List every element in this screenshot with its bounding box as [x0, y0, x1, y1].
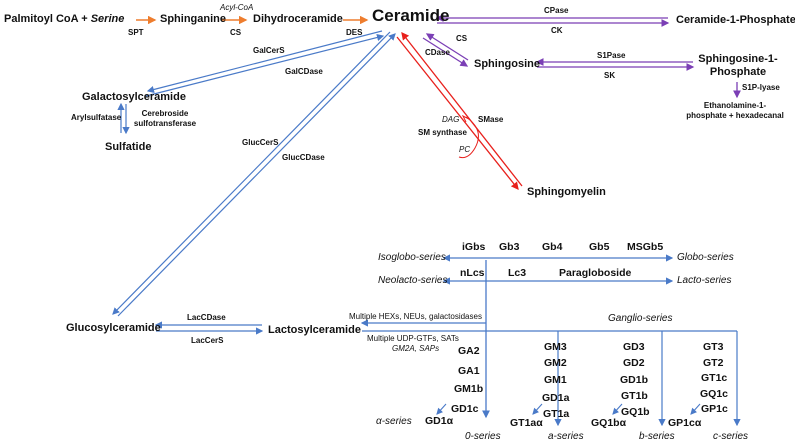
enzyme-sm-synthase: SM synthase: [418, 128, 467, 137]
sulfatide: Sulfatide: [105, 141, 152, 153]
b-series: b-series: [639, 431, 675, 442]
sphingomyelin: Sphingomyelin: [527, 186, 606, 198]
serine-label: Serine: [90, 13, 125, 25]
enzyme-smase: SMase: [478, 115, 504, 124]
enzyme-cdase: CDase: [425, 48, 450, 57]
enzyme-des: DES: [346, 28, 363, 37]
arrow-smsynthase: [396, 36, 519, 191]
arrow-glucers: [112, 31, 391, 315]
ga2: GA2: [458, 345, 480, 357]
enzyme-glucdase: GlucCDase: [282, 153, 325, 162]
msgb5: MSGb5: [627, 241, 664, 253]
gt1b: GT1b: [621, 390, 648, 402]
palmitoyl-coa-serine: Palmitoyl CoA + Serine: [4, 13, 124, 25]
gm1: GM1: [544, 374, 567, 386]
gd1b: GD1b: [620, 374, 649, 386]
enzyme-arylsulfatase: Arylsulfatase: [71, 113, 122, 122]
palmitoyl-label: Palmitoyl CoA +: [4, 13, 91, 25]
enzyme-s1pase: S1Pase: [597, 51, 626, 60]
enzyme-sk: SK: [604, 71, 616, 80]
gm3: GM3: [544, 341, 567, 353]
arrow-galcers: [146, 30, 383, 93]
ceramide-1-phosphate: Ceramide-1-Phosphate: [676, 14, 795, 26]
gd3: GD3: [623, 341, 645, 353]
gt2: GT2: [703, 357, 724, 369]
gt1a: GT1a: [543, 408, 570, 420]
gp1c: GP1c: [701, 403, 728, 415]
sphingosine: Sphingosine: [474, 58, 540, 70]
gm2a-saps: GM2A, SAPs: [392, 344, 440, 353]
arrow-smase: [401, 31, 523, 187]
enzyme-laccdase: LacCDase: [187, 313, 226, 322]
gp1calpha: GP1cα: [668, 417, 702, 429]
arrow-glucdase: [117, 33, 396, 317]
gq1c: GQ1c: [700, 388, 729, 400]
ga1: GA1: [458, 365, 480, 377]
isoglobo-series: Isoglobo-series: [378, 252, 446, 263]
ganglio-series: Ganglio-series: [608, 313, 673, 324]
dihydroceramide: Dihydroceramide: [253, 13, 343, 25]
glucosylceramide: Glucosylceramide: [66, 322, 161, 334]
arrow-gd1alpha: [436, 403, 447, 415]
lactosylceramide: Lactosylceramide: [268, 324, 361, 336]
nlcs: nLcs: [460, 267, 485, 279]
enzyme-ck: CK: [551, 26, 563, 35]
gd1a: GD1a: [542, 392, 570, 404]
gd1c: GD1c: [451, 403, 479, 415]
enzyme-udp-gtfs: Multiple UDP-GTFs, SATs: [367, 334, 459, 343]
gq1balpha: GQ1bα: [591, 417, 627, 429]
alpha-series: α-series: [376, 416, 412, 427]
sphinganine: Sphinganine: [160, 13, 226, 25]
paragloboside: Paragloboside: [559, 267, 632, 279]
dag: DAG: [442, 115, 460, 124]
a-series: a-series: [548, 431, 584, 442]
arrow-gq1balpha: [612, 403, 623, 415]
acyl-coa: Acyl-CoA: [220, 3, 254, 12]
gt1aalpha: GT1aα: [510, 417, 543, 429]
lc3: Lc3: [508, 267, 527, 279]
enzyme-laccers: LacCerS: [191, 336, 224, 345]
enzyme-cs2: CS: [456, 34, 468, 43]
gm2: GM2: [544, 357, 567, 369]
arrow-cdase: [422, 37, 469, 67]
enzyme-galcdase: GalCDase: [285, 67, 323, 76]
neolacto-series: Neolacto-series: [378, 275, 448, 286]
arrow-gp1calpha: [690, 403, 701, 415]
enzyme-cerebroside-sulfotransferase: Cerebroside sulfotransferase: [133, 109, 197, 128]
arrow-cs2: [425, 33, 469, 61]
gq1b: GQ1b: [621, 406, 650, 418]
igbs: iGbs: [462, 241, 486, 253]
gd2: GD2: [623, 357, 645, 369]
gd1alpha: GD1α: [425, 415, 454, 427]
gt3: GT3: [703, 341, 724, 353]
gb3: Gb3: [499, 241, 520, 253]
gm1b: GM1b: [454, 383, 484, 395]
pc: PC: [459, 145, 471, 154]
enzyme-cs1: CS: [230, 28, 242, 37]
enzyme-glucers: GlucCerS: [242, 138, 279, 147]
dag-pc-curve: [458, 116, 479, 159]
c-series: c-series: [713, 431, 749, 442]
arrow-gt1aalpha: [532, 403, 543, 415]
lacto-series: Lacto-series: [677, 275, 732, 286]
enzyme-s1p-lyase: S1P-lyase: [742, 83, 780, 92]
gb5: Gb5: [589, 241, 610, 253]
gb4: Gb4: [542, 241, 563, 253]
enzyme-hexs: Multiple HEXs, NEUs, galactosidases: [349, 312, 482, 321]
galactosylceramide: Galactosylceramide: [82, 91, 186, 103]
gt1c: GT1c: [701, 372, 728, 384]
enzyme-galcers: GalCerS: [253, 46, 285, 55]
arrow-galcdase: [145, 33, 385, 97]
globo-series: Globo-series: [677, 252, 734, 263]
enzyme-cpase: CPase: [544, 6, 569, 15]
ethanolamine-hexadecanal: Ethanolamine-1- phosphate + hexadecanal: [686, 101, 784, 120]
zero-series: 0-series: [465, 431, 501, 442]
ceramide: Ceramide: [372, 6, 450, 25]
enzyme-spt: SPT: [128, 28, 144, 37]
sphingosine-1-phosphate: Sphingosine-1- Phosphate: [698, 53, 778, 78]
